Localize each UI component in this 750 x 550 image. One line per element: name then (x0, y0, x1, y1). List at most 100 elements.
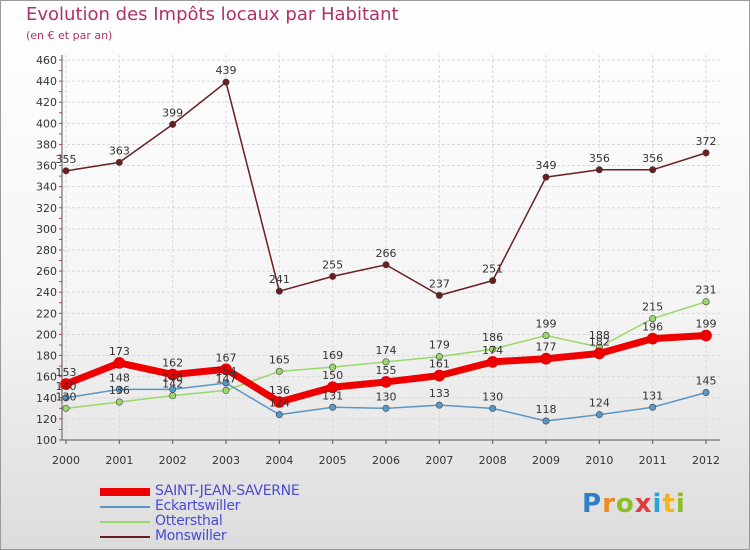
data-point (382, 404, 390, 412)
logo-letter: i (675, 489, 686, 519)
data-label: 255 (322, 258, 343, 271)
data-label: 131 (322, 389, 343, 402)
x-tick-label: 2012 (692, 454, 720, 467)
data-label: 162 (162, 357, 183, 370)
data-point (595, 411, 603, 419)
data-label: 356 (589, 152, 610, 165)
data-point (649, 166, 657, 174)
data-point (382, 358, 390, 366)
data-label: 355 (56, 153, 77, 166)
legend-label: Eckartswiller (155, 498, 241, 514)
data-label: 215 (642, 301, 663, 314)
data-point (62, 167, 70, 175)
chart-title: Evolution des Impôts locaux par Habitant (26, 4, 399, 25)
data-label: 169 (322, 349, 343, 362)
data-point (115, 158, 123, 166)
data-label: 439 (216, 64, 237, 77)
data-label: 372 (696, 135, 717, 148)
data-point (435, 401, 443, 409)
x-tick-label: 2000 (52, 454, 80, 467)
data-point (222, 379, 230, 387)
y-tick-label: 260 (36, 265, 57, 278)
data-label: 131 (642, 389, 663, 402)
x-tick-label: 2010 (585, 454, 613, 467)
x-tick-label: 2004 (265, 454, 293, 467)
y-tick-label: 160 (36, 371, 57, 384)
data-point (649, 315, 657, 323)
data-label: 136 (269, 384, 290, 397)
data-label: 130 (56, 390, 77, 403)
y-tick-label: 280 (36, 244, 57, 257)
data-point (702, 149, 710, 157)
data-label: 251 (482, 263, 503, 276)
data-point (593, 347, 606, 360)
data-point (329, 403, 337, 411)
data-point (275, 411, 283, 419)
data-point (60, 378, 72, 390)
data-point (169, 392, 177, 400)
data-label: 167 (216, 351, 237, 364)
data-point (62, 394, 70, 402)
data-label: 133 (429, 387, 450, 400)
data-label: 188 (589, 329, 610, 342)
data-point (166, 368, 179, 381)
data-label: 145 (696, 375, 717, 388)
y-tick-label: 340 (36, 181, 57, 194)
data-label: 118 (536, 403, 557, 416)
data-point (702, 298, 710, 306)
data-point (115, 385, 123, 393)
y-tick-label: 200 (36, 328, 57, 341)
data-label: 199 (536, 318, 557, 331)
x-tick-label: 2008 (479, 454, 507, 467)
data-point (169, 120, 177, 128)
x-tick-label: 2003 (212, 454, 240, 467)
data-label: 241 (269, 273, 290, 286)
data-point (113, 357, 126, 369)
data-point (222, 78, 230, 86)
data-point (595, 166, 603, 174)
data-point (489, 404, 497, 412)
data-label: 199 (696, 318, 717, 331)
data-label: 174 (482, 344, 503, 357)
data-label: 177 (536, 341, 557, 354)
data-label: 173 (109, 345, 130, 358)
data-point (220, 363, 232, 376)
data-point (702, 388, 710, 396)
y-tick-label: 300 (36, 223, 57, 236)
data-point (646, 332, 659, 345)
data-point (540, 352, 552, 365)
data-point (62, 404, 70, 412)
legend-swatch (100, 521, 150, 523)
data-label: 142 (162, 378, 183, 391)
data-label: 124 (269, 397, 290, 410)
data-label: 136 (109, 384, 130, 397)
legend-label: Ottersthal (155, 513, 223, 529)
y-tick-label: 120 (36, 413, 57, 426)
legend-label: Monswiller (155, 528, 227, 544)
data-point (329, 272, 337, 280)
logo-letter: P (582, 489, 603, 519)
axes: 1001201401601802002202402602803003203403… (36, 54, 720, 467)
data-label: 150 (322, 369, 343, 382)
data-labels: 355 363 399 439 241 255 266 237 251 349 356 356 372 1… (56, 64, 717, 416)
y-tick-label: 180 (36, 350, 57, 363)
legend-label: SAINT-JEAN-SAVERNE (155, 483, 300, 499)
data-label: 130 (482, 390, 503, 403)
y-tick-label: 400 (36, 117, 57, 130)
data-label: 161 (429, 358, 450, 371)
data-label: 399 (162, 106, 183, 119)
x-tick-label: 2011 (639, 454, 667, 467)
data-point (486, 356, 499, 368)
y-tick-label: 380 (36, 138, 57, 151)
data-label: 196 (642, 321, 663, 334)
data-point (329, 363, 337, 371)
data-point (380, 376, 392, 388)
chart-subtitle: (en € et par an) (26, 29, 113, 42)
x-tick-label: 2005 (319, 454, 347, 467)
data-label: 182 (589, 335, 610, 348)
legend-swatch (100, 506, 150, 508)
data-point (542, 173, 550, 181)
proxiti-logo: Proxiti (582, 489, 686, 519)
logo-letter: o (615, 489, 635, 519)
data-point (435, 291, 443, 299)
